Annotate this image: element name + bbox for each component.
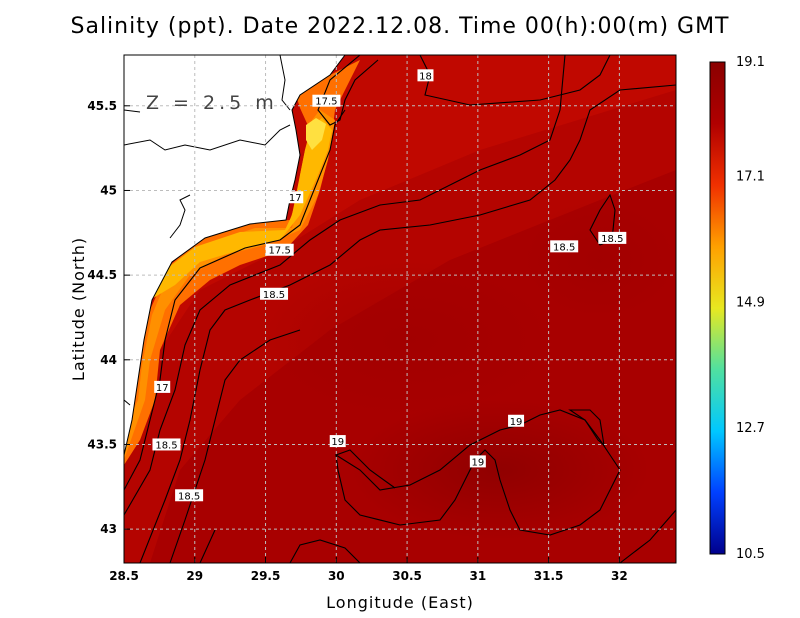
y-tick-label: 45 [100,183,117,197]
x-tick-label: 29.5 [251,569,281,583]
x-tick-label: 31 [469,569,486,583]
contour-label: 18.5 [155,440,177,451]
y-axis-ticks: 43 43.5 44 44.5 45 45.5 [87,99,130,536]
contour-label-bg [260,287,289,300]
contour-label-bg [175,489,204,502]
contour-label: 17 [156,383,169,394]
contour-label: 17 [289,193,302,204]
salinity-high-zone [260,260,560,420]
contour-label: 17.5 [315,97,337,108]
y-tick-label: 45.5 [87,99,117,113]
contour-lines [124,55,676,563]
contour-label-bg [265,243,294,256]
x-tick-label: 30.5 [392,569,422,583]
contour-labels: 18 17.5 17 17.5 18.5 18.5 18.5 17 18.5 18.5 19 19 19 [152,69,627,502]
map-title: Salinity (ppt). Date 2022.12.08. Time 00… [70,14,730,39]
contour-label: 19 [510,417,523,428]
colorbar-tick-label: 19.1 [736,55,765,70]
contour-label-bg [329,435,346,448]
plume-yellow [150,118,332,300]
contour-label-bg [152,438,181,451]
salinity-high-zone-east [520,200,676,320]
contour-label: 18.5 [553,242,575,253]
x-tick-label: 32 [611,569,628,583]
y-tick-label: 43.5 [87,437,117,451]
contour-label-bg [154,380,171,393]
contour-label-bg [287,191,304,204]
contour-label-bg [417,69,434,82]
contour-label: 18.5 [178,491,200,502]
colorbar-tick-label: 12.7 [736,421,765,436]
x-tick-label: 29 [186,569,203,583]
grid-lines [124,55,676,563]
x-tick-label: 30 [328,569,345,583]
y-tick-label: 44 [100,353,117,367]
plot-frame [123,54,677,564]
contour-label: 17.5 [269,246,291,257]
contour-label-bg [508,414,525,427]
contour-label-bg [469,455,486,468]
plume-core [306,118,326,150]
colorbar [709,61,726,555]
plume-orange [124,60,360,465]
colorbar-tick-label: 17.1 [736,169,765,184]
y-tick-label: 44.5 [87,268,117,282]
contour-label: 18.5 [601,234,623,245]
contour-label: 19 [331,437,344,448]
contour-label: 18.5 [263,290,285,301]
contour-label-bg [598,231,627,244]
land [124,55,345,455]
x-axis-ticks: 28.5 29 29.5 30 30.5 31 31.5 32 [109,557,628,583]
colorbar-ticks: 19.1 17.1 14.9 12.7 10.5 [736,55,765,562]
contour-label-bg [312,94,341,107]
x-axis-label: Longitude (East) [326,593,474,612]
contour-label: 19 [471,457,484,468]
salinity-maximum [350,400,650,540]
colorbar-tick-label: 10.5 [736,547,765,562]
y-axis-label: Latitude (North) [69,237,88,381]
depth-label: Z = 2.5 m [146,92,278,114]
x-tick-label: 28.5 [109,569,139,583]
x-tick-label: 31.5 [534,569,564,583]
colorbar-tick-label: 14.9 [736,295,765,310]
contour-label-bg [550,240,579,253]
contour-label: 18 [419,71,432,82]
coastline [124,55,346,456]
y-tick-label: 43 [100,522,117,536]
